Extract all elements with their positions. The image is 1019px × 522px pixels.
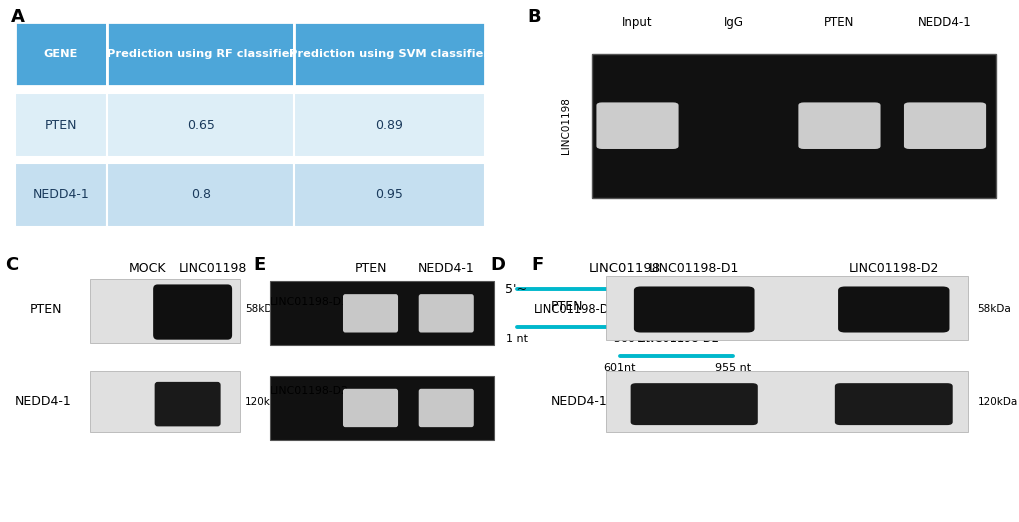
Bar xyxy=(269,281,494,346)
FancyBboxPatch shape xyxy=(153,284,232,340)
Text: MOCK: MOCK xyxy=(128,262,166,275)
Text: LINC01198-D1: LINC01198-D1 xyxy=(648,262,739,275)
Text: PTEN: PTEN xyxy=(823,16,854,29)
Text: GENE: GENE xyxy=(44,49,78,60)
Bar xyxy=(15,22,107,86)
FancyBboxPatch shape xyxy=(834,383,952,425)
Text: PTEN: PTEN xyxy=(31,303,62,316)
Text: NEDD4-1: NEDD4-1 xyxy=(15,395,72,408)
FancyBboxPatch shape xyxy=(798,102,879,149)
Text: 0.8: 0.8 xyxy=(191,188,211,201)
Text: NEDD4-1: NEDD4-1 xyxy=(418,262,474,275)
Bar xyxy=(90,371,239,432)
Text: 0.65: 0.65 xyxy=(186,118,214,132)
Text: LINC01198: LINC01198 xyxy=(560,97,571,154)
Bar xyxy=(269,376,494,440)
Text: 120kDa: 120kDa xyxy=(245,397,285,407)
Text: C: C xyxy=(5,256,18,274)
Text: B: B xyxy=(527,8,540,26)
FancyBboxPatch shape xyxy=(633,287,754,333)
Text: LINC01198-D2: LINC01198-D2 xyxy=(269,386,348,396)
FancyBboxPatch shape xyxy=(419,389,474,427)
Text: PTEN: PTEN xyxy=(354,262,386,275)
Text: 0.95: 0.95 xyxy=(375,188,404,201)
Text: 500 nt: 500 nt xyxy=(613,334,649,344)
Text: Prediction using SVM classifier: Prediction using SVM classifier xyxy=(289,49,489,60)
Text: NEDD4-1: NEDD4-1 xyxy=(917,16,971,29)
FancyBboxPatch shape xyxy=(342,389,397,427)
Bar xyxy=(605,371,967,432)
Text: A: A xyxy=(10,8,24,26)
FancyBboxPatch shape xyxy=(155,382,220,426)
Text: 0.89: 0.89 xyxy=(375,118,404,132)
Text: 5'~: 5'~ xyxy=(504,282,527,295)
Text: 1 nt: 1 nt xyxy=(505,334,528,344)
Text: ~3': ~3' xyxy=(742,282,763,295)
FancyBboxPatch shape xyxy=(342,294,397,333)
Bar xyxy=(107,22,294,86)
Text: LINC01198-D1: LINC01198-D1 xyxy=(533,303,615,316)
Text: D: D xyxy=(490,256,505,274)
Text: F: F xyxy=(531,256,543,274)
FancyBboxPatch shape xyxy=(838,287,949,333)
Text: LINC01198-D2: LINC01198-D2 xyxy=(636,333,719,346)
Bar xyxy=(294,22,484,86)
Text: Input: Input xyxy=(622,16,652,29)
Text: PTEN: PTEN xyxy=(45,118,77,132)
Bar xyxy=(90,279,239,343)
Text: PTEN: PTEN xyxy=(550,301,582,313)
Bar xyxy=(107,93,294,157)
FancyBboxPatch shape xyxy=(596,102,678,149)
Text: 601nt: 601nt xyxy=(603,363,636,373)
FancyBboxPatch shape xyxy=(903,102,985,149)
Bar xyxy=(591,54,995,198)
Text: LINC01198-D1: LINC01198-D1 xyxy=(269,297,348,307)
Bar xyxy=(605,276,967,340)
Text: 58kDa: 58kDa xyxy=(976,304,1010,314)
FancyBboxPatch shape xyxy=(419,294,474,333)
Text: NEDD4-1: NEDD4-1 xyxy=(33,188,90,201)
Text: NEDD4-1: NEDD4-1 xyxy=(550,395,606,408)
Text: LINC01198-D2: LINC01198-D2 xyxy=(848,262,938,275)
Text: E: E xyxy=(254,256,266,274)
Bar xyxy=(294,163,484,227)
Text: 120kDa: 120kDa xyxy=(976,397,1017,407)
Text: IgG: IgG xyxy=(723,16,743,29)
Bar xyxy=(15,93,107,157)
Text: LINC01198: LINC01198 xyxy=(178,262,247,275)
Bar xyxy=(15,163,107,227)
Bar xyxy=(107,163,294,227)
FancyBboxPatch shape xyxy=(630,383,757,425)
Bar xyxy=(294,93,484,157)
Text: LINC01198: LINC01198 xyxy=(588,262,660,275)
Text: 58kDa: 58kDa xyxy=(245,304,278,314)
Text: 955 nt: 955 nt xyxy=(714,363,750,373)
Text: Prediction using RF classifier: Prediction using RF classifier xyxy=(106,49,294,60)
